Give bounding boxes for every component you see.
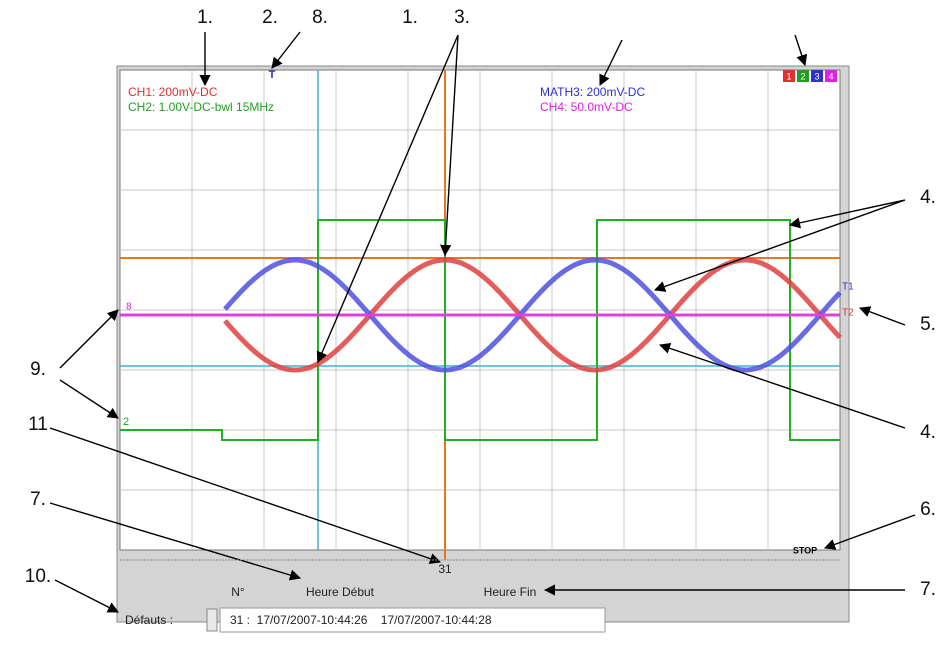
math3-label: MATH3: 200mV-DC bbox=[540, 85, 645, 99]
fault-field bbox=[219, 607, 606, 633]
annotation-number: 2. bbox=[262, 7, 278, 28]
left-marker: 2 bbox=[123, 416, 129, 428]
position: 31 bbox=[438, 562, 452, 576]
ch1-label: CH1: 200mV-DC bbox=[128, 85, 218, 99]
arrow bbox=[49, 502, 302, 581]
header: N° bbox=[231, 585, 245, 599]
header: Heure Fin bbox=[484, 585, 537, 599]
right-marker: T2 bbox=[842, 308, 854, 319]
left-marker: 8 bbox=[126, 302, 132, 313]
trigger-marker: T bbox=[269, 69, 276, 81]
channel-icon[interactable] bbox=[783, 70, 795, 82]
grid bbox=[120, 70, 840, 550]
annotation-number: 1. bbox=[402, 7, 418, 28]
arrow bbox=[59, 379, 119, 419]
annotation-number: 9. bbox=[30, 359, 46, 380]
annotation-number: 10. bbox=[25, 566, 51, 587]
annotation-number: 4. bbox=[920, 187, 936, 208]
channel-icon[interactable] bbox=[825, 70, 837, 82]
arrow bbox=[788, 199, 906, 229]
right-marker: T1 bbox=[842, 282, 854, 293]
arrow bbox=[794, 34, 808, 67]
annotation-number: 8. bbox=[312, 7, 328, 28]
annotation-number: 4. bbox=[920, 422, 936, 443]
ch4-label: CH4: 50.0mV-DC bbox=[540, 100, 633, 114]
channel-icon-label: 1 bbox=[786, 71, 791, 81]
annotation-number: 11 bbox=[28, 414, 48, 435]
ch2-label: CH2: 1.00V-DC-bwl 15MHz bbox=[128, 100, 274, 114]
arrow bbox=[316, 34, 459, 364]
spinner[interactable] bbox=[206, 608, 218, 632]
arrow bbox=[271, 31, 301, 69]
arrow bbox=[49, 427, 442, 565]
arrow bbox=[59, 309, 119, 369]
annotation-number: 6. bbox=[920, 499, 936, 520]
arrow bbox=[440, 34, 459, 257]
fault-entry: 31 : 17/07/2007-10:44:26 17/07/2007-10:4… bbox=[230, 613, 492, 627]
channel-icon-label: 2 bbox=[800, 71, 805, 81]
status: STOP bbox=[793, 545, 817, 555]
arrow bbox=[653, 199, 906, 292]
channel-icon[interactable] bbox=[811, 70, 823, 82]
arrow bbox=[823, 514, 916, 550]
annotation-number: 3. bbox=[454, 7, 470, 28]
faults-label: Défauts : bbox=[125, 613, 173, 627]
waveform-ch2 bbox=[120, 219, 840, 441]
annotation-number: 7. bbox=[30, 489, 46, 510]
arrow bbox=[599, 39, 623, 87]
channel-icon-label: 3 bbox=[814, 71, 819, 81]
arrow bbox=[54, 579, 119, 613]
annotation-number: 1. bbox=[197, 7, 213, 28]
arrow bbox=[858, 306, 906, 326]
waveform-math3 bbox=[223, 257, 842, 373]
annotation-arrows bbox=[49, 31, 916, 613]
arrow bbox=[658, 342, 906, 429]
channel-icon[interactable] bbox=[797, 70, 809, 82]
annotation-number: 5. bbox=[920, 314, 936, 335]
channel-icon-label: 4 bbox=[828, 71, 833, 81]
annotation-number: 7. bbox=[920, 579, 936, 600]
header: Heure Début bbox=[306, 585, 375, 599]
